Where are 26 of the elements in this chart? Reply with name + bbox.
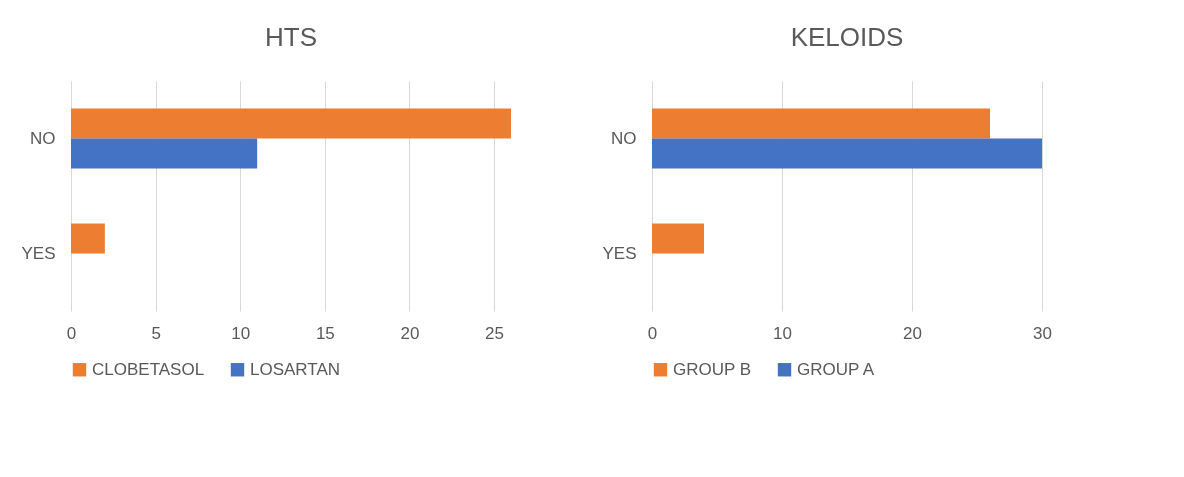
y-tick-label: NO [30, 128, 56, 148]
y-tick-label: NO [611, 128, 637, 148]
bar [71, 223, 105, 254]
legend-label: CLOBETASOL [92, 359, 205, 379]
x-tick-label: 30 [1033, 323, 1052, 343]
y-tick-label: YES [21, 243, 56, 263]
bar [652, 138, 1042, 169]
y-tick-label: YES [602, 243, 637, 263]
legend-label: LOSARTAN [250, 359, 341, 379]
bar [652, 108, 990, 139]
x-tick-label: 10 [231, 323, 251, 343]
x-tick-label: 5 [151, 323, 161, 343]
bar [71, 138, 258, 169]
x-tick-label: 15 [315, 323, 335, 343]
x-tick-label: 0 [647, 323, 658, 343]
x-tick-label: 10 [773, 323, 792, 343]
x-tick-label: 20 [400, 323, 420, 343]
bar [71, 108, 511, 139]
x-tick-label: 0 [66, 323, 77, 343]
chart-title: KELOIDS [790, 22, 904, 52]
x-tick-label: 25 [485, 323, 505, 343]
x-tick-label: 20 [903, 323, 922, 343]
chart-title: HTS [265, 22, 317, 52]
legend-label: GROUP B [673, 359, 752, 379]
bar [652, 223, 704, 254]
legend-label: GROUP A [797, 359, 875, 379]
